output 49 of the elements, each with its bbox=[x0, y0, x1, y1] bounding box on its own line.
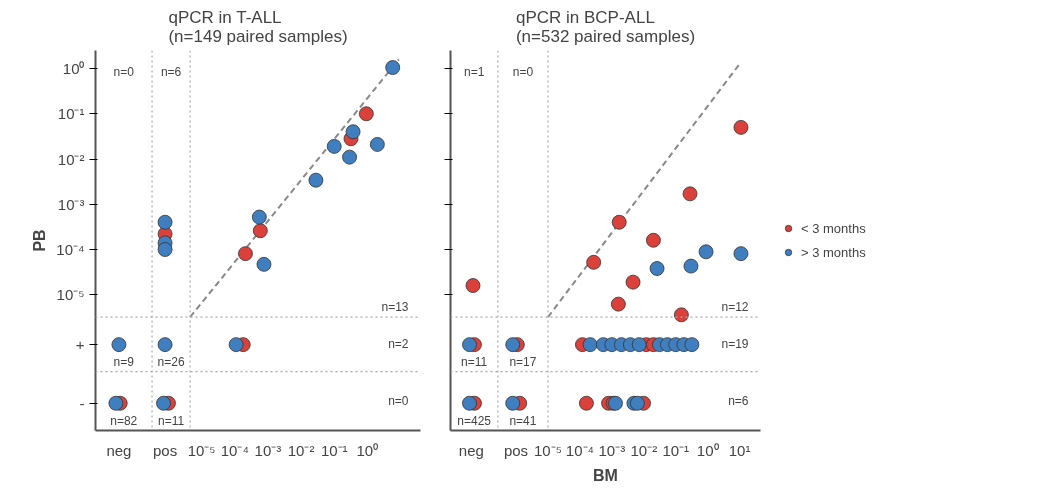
x-tick-label: 10⁻⁴ bbox=[565, 441, 594, 459]
x-tick-label: 10⁰ bbox=[356, 441, 379, 459]
annotation: n=12 bbox=[721, 300, 749, 315]
x-tick-label: 10⁰ bbox=[696, 441, 719, 459]
y-tick-label: 10⁻⁴ bbox=[56, 241, 85, 258]
y-tick-label: + bbox=[75, 336, 85, 354]
annotation: n=11 bbox=[461, 354, 488, 369]
annotation: n=19 bbox=[721, 337, 749, 352]
y-tick-label: 10⁻¹ bbox=[57, 105, 85, 123]
x-tick-label: neg bbox=[458, 441, 484, 459]
x-tick-label: 10⁻³ bbox=[254, 441, 282, 459]
annotation: n=9 bbox=[113, 354, 135, 369]
annotation: n=13 bbox=[381, 300, 409, 315]
y-axis-title: PB bbox=[31, 229, 49, 252]
x-tick-label: 10⁻² bbox=[287, 441, 315, 459]
x-tick-label: 10¹ bbox=[728, 441, 751, 459]
x-tick-label: 10⁻⁵ bbox=[534, 441, 562, 459]
x-tick-label: 10⁻¹ bbox=[320, 441, 348, 459]
annotation: n=2 bbox=[388, 337, 409, 352]
chart-title: qPCR in T-ALL (n=149 paired samples) bbox=[168, 7, 348, 46]
chart-title: qPCR in BCP-ALL (n=532 paired samples) bbox=[515, 7, 696, 46]
x-tick-label: 10⁻⁴ bbox=[220, 441, 249, 459]
y-tick-label: 10⁻⁵ bbox=[56, 286, 85, 304]
x-tick-label: pos bbox=[503, 441, 529, 459]
annotation: n=26 bbox=[157, 354, 185, 369]
x-tick-label: 10⁻¹ bbox=[662, 441, 690, 459]
annotation: n=82 bbox=[110, 413, 138, 428]
annotation: n=425 bbox=[457, 413, 492, 428]
annotation: n=6 bbox=[728, 394, 749, 409]
x-tick-label: 10⁻⁵ bbox=[187, 441, 216, 459]
y-tick-label: 10⁻² bbox=[57, 150, 85, 168]
x-tick-label: 10⁻² bbox=[630, 441, 658, 459]
annotation: n=0 bbox=[388, 394, 409, 409]
x-tick-label: neg bbox=[106, 441, 132, 459]
x-tick-label: pos bbox=[152, 441, 178, 459]
annotation: n=1 bbox=[463, 64, 485, 79]
annotation: n=6 bbox=[160, 64, 182, 79]
annotation: n=0 bbox=[113, 64, 135, 79]
annotation: n=17 bbox=[509, 354, 537, 369]
y-tick-label: 10⁻³ bbox=[57, 195, 85, 213]
x-axis-title: BM bbox=[593, 466, 618, 484]
legend-label: < 3 months bbox=[801, 220, 866, 236]
y-tick-label: - bbox=[79, 394, 85, 412]
annotation: n=41 bbox=[509, 413, 537, 428]
legend-label: > 3 months bbox=[801, 244, 866, 260]
y-tick-label: 10⁰ bbox=[62, 60, 85, 78]
x-tick-label: 10⁻³ bbox=[598, 441, 626, 459]
annotation: n=11 bbox=[158, 413, 185, 428]
annotation: n=0 bbox=[512, 64, 534, 79]
